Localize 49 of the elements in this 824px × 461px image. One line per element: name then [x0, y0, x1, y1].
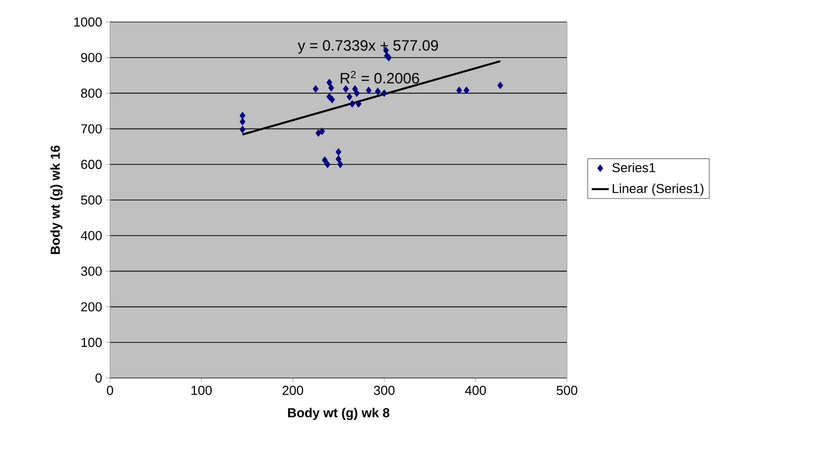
point: [324, 160, 330, 168]
point: [326, 78, 332, 86]
point: [337, 160, 344, 168]
y-tick-label: 0: [96, 373, 102, 383]
point: [319, 127, 325, 136]
y-tick-label: 300: [81, 266, 102, 276]
point: [329, 96, 336, 104]
point: [328, 84, 334, 92]
x-axis-title: Body wt (g) wk 8: [288, 408, 390, 420]
point: [315, 129, 322, 137]
y-tick-label: 500: [81, 195, 102, 205]
point: [464, 86, 470, 94]
point: [349, 100, 356, 108]
y-tick-label: 1000: [74, 17, 102, 27]
x-tick-label: 0: [106, 386, 114, 395]
y-tick-label: 800: [81, 88, 102, 98]
point: [312, 85, 319, 93]
point: [366, 86, 372, 94]
point: [381, 89, 388, 97]
x-tick-label: 300: [374, 386, 395, 395]
point: [374, 88, 381, 96]
point: [497, 82, 504, 90]
point: [240, 118, 246, 126]
point: [240, 126, 246, 134]
y-tick-label: 400: [80, 230, 102, 240]
y-tick-label: 900: [81, 52, 102, 62]
annotation: R$^{2}$ = 0.2006: [340, 70, 420, 84]
y-tick-label: 700: [81, 124, 102, 134]
point: [336, 148, 342, 156]
point: [354, 89, 360, 97]
annotation: y = 0.7339x + 577.09: [298, 40, 438, 54]
point: [240, 112, 246, 120]
point: [336, 155, 342, 163]
point: [346, 92, 352, 101]
y-tick-label: 200: [81, 302, 102, 312]
legend-label: Series1: [612, 162, 656, 172]
point: [356, 100, 362, 108]
y-tick-label: 100: [82, 338, 102, 347]
x-tick-label: 500: [556, 386, 578, 395]
x-tick-label: 400: [465, 386, 486, 395]
legend-label: Linear (Series1): [612, 184, 704, 196]
x-tick-label: 200: [282, 386, 304, 395]
point: [342, 85, 349, 93]
x-tick-label: 100: [192, 386, 212, 395]
point: [352, 85, 358, 93]
point: [322, 156, 328, 164]
y-tick-label: 600: [81, 160, 102, 169]
point: [456, 86, 462, 94]
y-axis-title: Body wt (g) wk 16: [50, 146, 62, 254]
